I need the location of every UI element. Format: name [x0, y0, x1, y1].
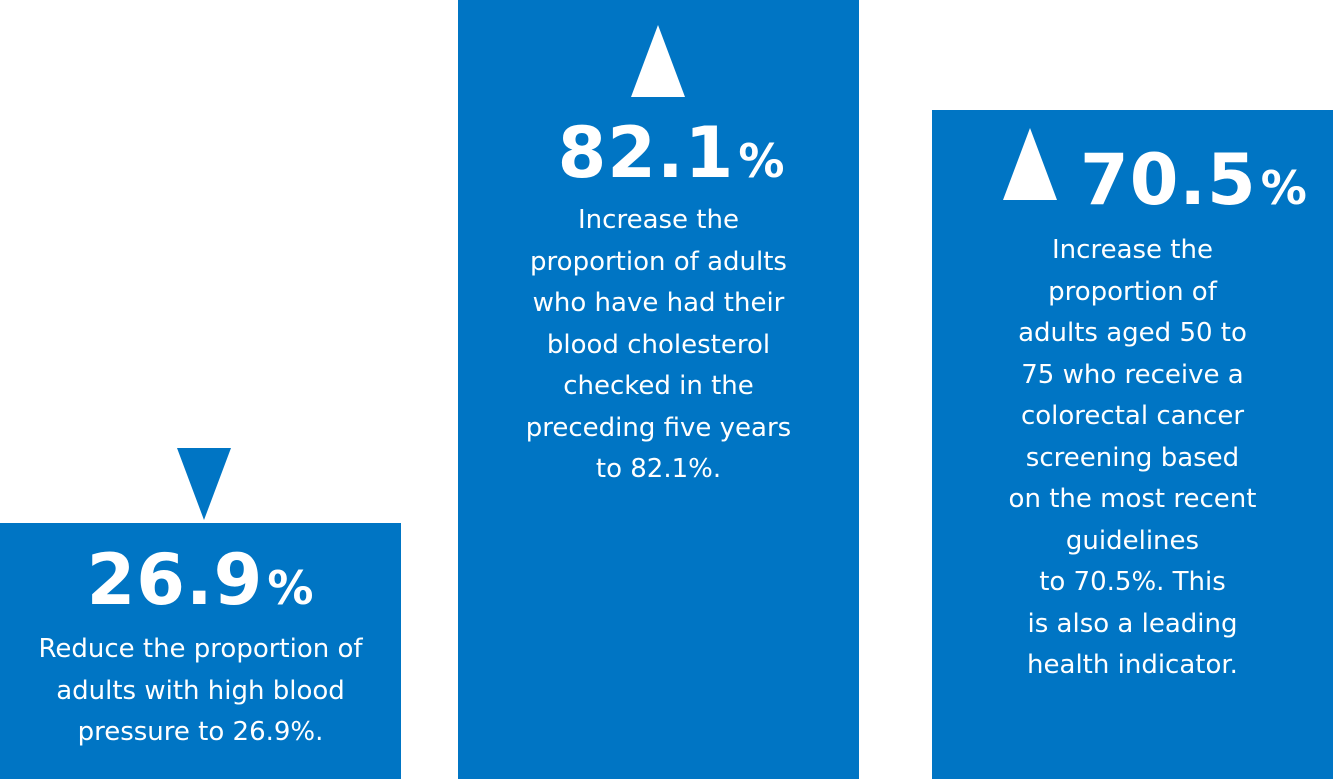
- triangle-up-icon: [631, 25, 685, 97]
- stat-description: Increase the proportion of adults aged 5…: [1008, 235, 1257, 680]
- triangle-up-icon: [1003, 128, 1057, 200]
- stat-panel-blood-pressure: 26.9% Reduce the proportion of adults wi…: [0, 523, 401, 779]
- stat-panel-cholesterol: 82.1% Increase the proportion of adults …: [458, 0, 859, 779]
- stat-panel-colorectal-screening: 70.5% Increase the proportion of adults …: [932, 110, 1333, 779]
- triangle-down-icon: [177, 448, 231, 520]
- stat-value: 70.5%: [1080, 139, 1308, 221]
- stat-description: Reduce the proportion of adults with hig…: [38, 634, 363, 747]
- stat-description: Increase the proportion of adults who ha…: [525, 205, 792, 484]
- stat-value: 82.1%: [557, 112, 786, 194]
- stat-value: 26.9%: [86, 539, 315, 621]
